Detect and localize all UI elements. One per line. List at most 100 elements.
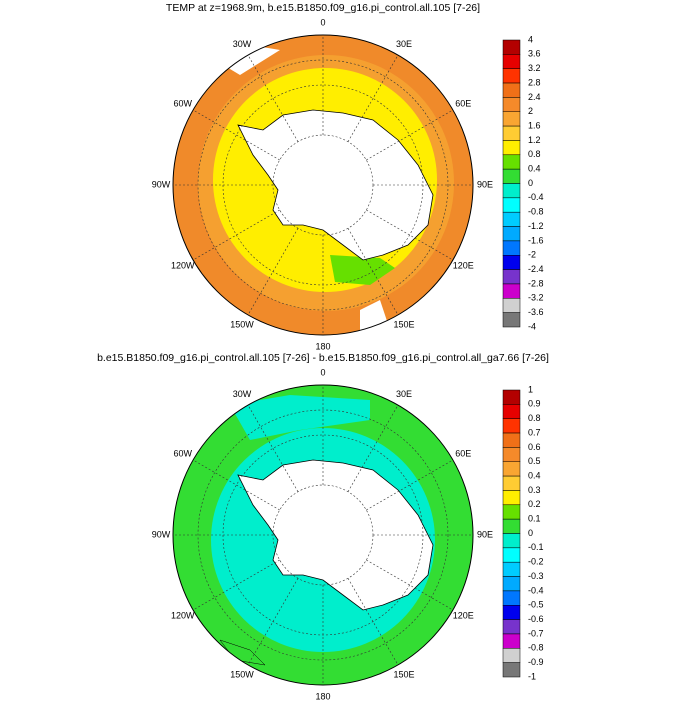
longitude-label: 90W — [152, 179, 171, 189]
colorbar-label: -0.1 — [528, 542, 544, 552]
colorbar-label: 0.9 — [528, 399, 541, 409]
colorbar-box — [502, 648, 521, 663]
colorbar-box — [502, 504, 521, 520]
colorbar-box — [502, 211, 521, 227]
colorbar-label: 0.5 — [528, 456, 541, 466]
graticule — [192, 559, 280, 611]
longitude-label: 0 — [320, 367, 325, 377]
longitude-label: 60W — [173, 448, 192, 458]
colorbar-box — [502, 418, 521, 434]
colorbar-box — [502, 197, 521, 213]
colorbar-box — [502, 240, 521, 256]
graticule — [347, 578, 399, 666]
colorbar-label: 1.2 — [528, 135, 541, 145]
colorbar-box — [502, 283, 521, 299]
colorbar-label: -0.5 — [528, 600, 544, 610]
colorbar-label: 0 — [528, 178, 533, 188]
colorbar-label: 2.8 — [528, 77, 541, 87]
colorbar-label: -0.3 — [528, 571, 544, 581]
colorbar-label: 3.6 — [528, 49, 541, 59]
colorbar-box — [502, 432, 521, 448]
colorbar-label: -0.4 — [528, 192, 544, 202]
graticule — [247, 404, 299, 492]
colorbar-label: 0.4 — [528, 470, 541, 480]
longitude-label: 120W — [171, 260, 195, 270]
colorbar-box — [502, 605, 521, 620]
graticule — [347, 228, 399, 316]
graticule — [347, 54, 399, 142]
longitude-label: 30E — [396, 39, 412, 49]
colorbar-box — [502, 475, 521, 491]
colorbar-box — [502, 68, 521, 84]
colorbar-label: -2.8 — [528, 278, 544, 288]
colorbar-box — [502, 461, 521, 477]
colorbar-label: -1 — [528, 671, 536, 681]
colorbar-label: -1.2 — [528, 221, 544, 231]
panel-title: TEMP at z=1968.9m, b.e15.B1850.f09_g16.p… — [166, 2, 480, 14]
colorbar-box — [502, 111, 521, 127]
colorbar-label: -0.2 — [528, 557, 544, 567]
longitude-label: 120E — [453, 610, 474, 620]
longitude-label: 150E — [393, 670, 414, 680]
graticule — [366, 459, 454, 511]
colorbar-box — [502, 82, 521, 98]
colorbar-label: 0.2 — [528, 499, 541, 509]
longitude-label: 90E — [477, 529, 493, 539]
colorbar-label: 0.8 — [528, 149, 541, 159]
map-border — [172, 384, 474, 686]
colorbar-box — [502, 97, 521, 113]
colorbar-box — [502, 125, 521, 141]
colorbar-box — [502, 226, 521, 242]
colorbar-box — [502, 154, 521, 170]
colorbar-box — [502, 576, 521, 592]
colorbar-box — [502, 518, 521, 534]
colorbar-box — [502, 533, 521, 549]
longitude-label: 0 — [320, 17, 325, 27]
colorbar-box — [502, 490, 521, 506]
colorbar-box — [502, 298, 521, 313]
graticule — [366, 559, 454, 611]
longitude-label: 120W — [171, 610, 195, 620]
longitude-label: 30W — [233, 39, 252, 49]
graticule — [192, 459, 280, 511]
colorbar-box — [502, 54, 521, 69]
graticule — [197, 59, 449, 311]
colorbar-label: -0.4 — [528, 585, 544, 595]
colorbar-label: -3.2 — [528, 293, 544, 303]
longitude-label: 90W — [152, 529, 171, 539]
map-border — [172, 34, 474, 336]
colorbar-box — [502, 255, 521, 270]
longitude-label: 180 — [315, 691, 330, 700]
colorbar-label: -0.9 — [528, 657, 544, 667]
colorbar-box — [502, 590, 521, 606]
longitude-label: 60E — [455, 98, 471, 108]
graticule — [347, 404, 399, 492]
colorbar-label: 1.6 — [528, 120, 541, 130]
colorbar-label: 0.7 — [528, 427, 541, 437]
colorbar-label: 0.6 — [528, 442, 541, 452]
colorbar-label: -1.6 — [528, 235, 544, 245]
colorbar-box — [502, 183, 521, 199]
colorbar-box — [502, 619, 521, 635]
graticule — [192, 109, 280, 161]
colorbar-label: 0 — [528, 528, 533, 538]
graticule — [247, 228, 299, 316]
colorbar-label: -3.6 — [528, 307, 544, 317]
longitude-label: 120E — [453, 260, 474, 270]
longitude-label: 150W — [230, 320, 254, 330]
colorbar-box — [502, 447, 521, 462]
graticule — [366, 109, 454, 161]
graticule — [197, 409, 449, 661]
longitude-label: 60W — [173, 98, 192, 108]
longitude-label: 150E — [393, 320, 414, 330]
graticule — [192, 209, 280, 261]
colorbar-label: 2 — [528, 106, 533, 116]
longitude-label: 30E — [396, 389, 412, 399]
colorbar-label: 4 — [528, 34, 533, 44]
colorbar-box — [502, 404, 521, 419]
colorbar-label: -2.4 — [528, 264, 544, 274]
colorbar-box — [502, 312, 521, 328]
longitude-label: 150W — [230, 670, 254, 680]
graticule — [247, 54, 299, 142]
